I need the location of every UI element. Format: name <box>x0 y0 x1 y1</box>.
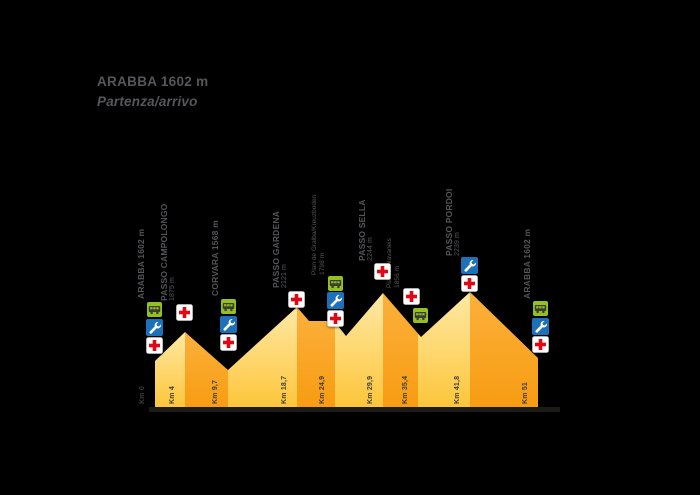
chart-title: ARABBA 1602 m Partenza/arrivo <box>97 72 208 112</box>
place-elevation: 1798 m <box>318 252 326 275</box>
start-location-title: ARABBA 1602 m <box>97 74 209 89</box>
first-aid-icon <box>176 304 193 321</box>
first-aid-icon <box>288 291 305 308</box>
place-elevation: 2121 m <box>281 264 288 288</box>
start-finish-subtitle: Partenza/arrivo <box>97 94 198 109</box>
first-aid-icon <box>532 336 549 353</box>
place-name: PASSO CAMPOLONGO <box>159 203 169 302</box>
place-elevation: 1856 m <box>393 265 401 288</box>
place-name: PASSO PORDOI <box>444 188 454 256</box>
shuttle-bus-icon <box>147 302 162 317</box>
mechanic-assistance-icon <box>220 316 237 333</box>
mechanic-assistance-icon <box>146 319 163 336</box>
first-aid-icon <box>461 275 478 292</box>
mechanic-assistance-icon <box>532 318 549 335</box>
shuttle-bus-icon <box>221 299 236 314</box>
mechanic-assistance-icon <box>327 292 344 309</box>
mechanic-assistance-icon <box>461 257 478 274</box>
place-name: PASSO SELLA <box>357 199 367 261</box>
place-name: ARABBA 1602 m <box>522 228 532 299</box>
place-elevation: 1875 m <box>169 277 176 301</box>
place-name: ARABBA 1602 m <box>136 228 146 299</box>
shuttle-bus-icon <box>533 301 548 316</box>
place-name: PASSO GARDENA <box>271 210 281 288</box>
place-name: Plan de Gralba/Kreuzboden <box>311 194 318 275</box>
shuttle-bus-icon <box>328 276 343 291</box>
place-name: CORVARA 1568 m <box>210 220 220 296</box>
first-aid-icon <box>146 337 163 354</box>
first-aid-icon <box>374 263 391 280</box>
first-aid-icon <box>403 288 420 305</box>
first-aid-icon <box>220 334 237 351</box>
place-elevation: 2244 m <box>367 237 374 261</box>
place-elevation: 2239 m <box>454 232 461 256</box>
shuttle-bus-icon <box>413 308 428 323</box>
first-aid-icon <box>327 310 344 327</box>
